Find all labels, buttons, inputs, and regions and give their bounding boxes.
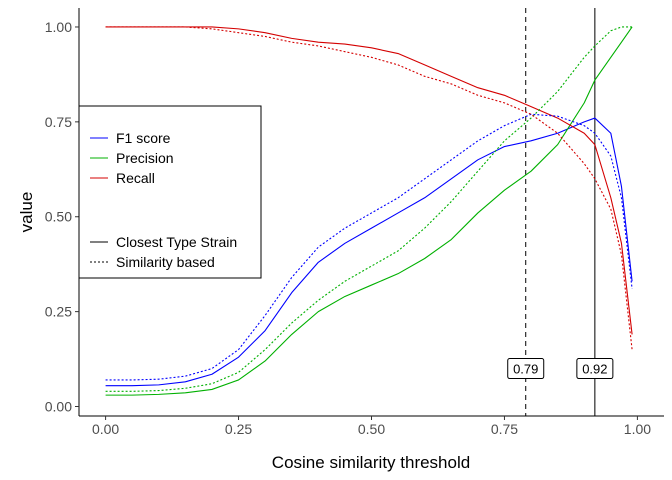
x-tick-label: 1.00 bbox=[624, 421, 651, 437]
legend-label: Similarity based bbox=[116, 254, 215, 270]
x-tick-label: 0.25 bbox=[225, 421, 252, 437]
threshold-label: 0.92 bbox=[582, 362, 607, 377]
legend-label: F1 score bbox=[116, 130, 171, 146]
threshold-label-box bbox=[507, 358, 545, 380]
x-tick-label: 0.50 bbox=[358, 421, 385, 437]
y-tick-label: 0.50 bbox=[45, 209, 72, 225]
x-axis-title: Cosine similarity threshold bbox=[272, 453, 470, 472]
plot-area bbox=[105, 8, 633, 416]
x-tick-label: 0.00 bbox=[92, 421, 119, 437]
tick-labels: 0.00 0.25 0.50 0.75 1.00 0.00 0.25 0.50 0.75 1.00 bbox=[45, 19, 651, 437]
y-tick-label: 0.00 bbox=[45, 399, 72, 415]
y-tick-label: 1.00 bbox=[45, 19, 72, 35]
series-recall-similarity-based bbox=[105, 26, 633, 350]
series-recall-closest-type-strain bbox=[105, 26, 633, 335]
y-tick-label: 0.25 bbox=[45, 304, 72, 320]
series-precision-closest-type-strain bbox=[105, 26, 633, 396]
y-tick-label: 0.75 bbox=[45, 114, 72, 130]
threshold-label: 0.79 bbox=[513, 362, 538, 377]
y-axis-title: value bbox=[17, 192, 36, 233]
legend: F1 score Precision Recall Closest Type Str… bbox=[78, 105, 262, 279]
legend-box bbox=[78, 105, 262, 279]
legend-label: Closest Type Strain bbox=[116, 234, 237, 250]
legend-label: Precision bbox=[116, 150, 174, 166]
threshold-label-box bbox=[576, 358, 614, 380]
x-tick-label: 0.75 bbox=[491, 421, 518, 437]
legend-label: Recall bbox=[116, 170, 155, 186]
series-precision-similarity-based bbox=[105, 26, 633, 392]
series-f1-score-closest-type-strain bbox=[105, 117, 633, 387]
series-f1-score-similarity-based bbox=[105, 113, 633, 381]
threshold-annotations: 0.79 0.92 bbox=[507, 358, 614, 380]
